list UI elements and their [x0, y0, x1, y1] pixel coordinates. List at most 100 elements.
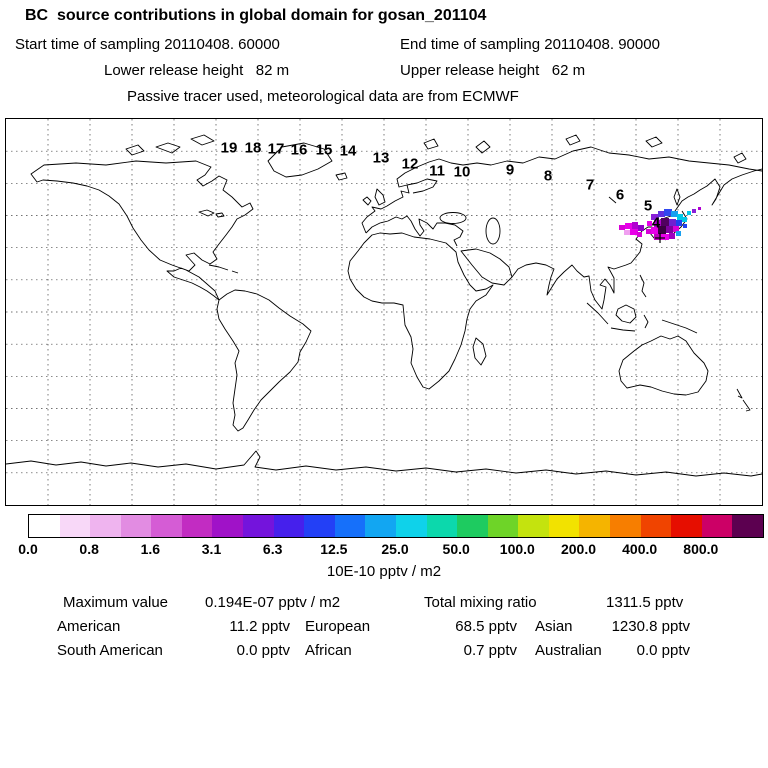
colorbar-tick-labels: 0.0 0.8 1.6 3.1 6.3 12.5 25.0 50.0 100.0 200.0 400… [18, 541, 762, 559]
day-marker-layer: 19 18 17 16 15 14 13 12 11 10 9 8 7 6 5 4 [6, 119, 762, 505]
plume-cell [661, 218, 669, 226]
day-marker: 10 [453, 163, 471, 181]
start-time-label: Start time of sampling 20110408. 60000 [15, 36, 280, 53]
plume-cell [664, 209, 672, 216]
end-time-label: End time of sampling 20110408. 90000 [400, 36, 660, 53]
region-australian-value: 0.0 pptv [636, 642, 690, 659]
plume-cell [661, 234, 669, 240]
region-south-american-value: 0.0 pptv [236, 642, 290, 659]
colorbar-cell [59, 515, 91, 537]
plume-cell [671, 211, 678, 217]
plume-cell [647, 221, 652, 226]
colorbar-cell [395, 515, 427, 537]
colorbar-cell [243, 515, 274, 537]
colorbar-cell [548, 515, 580, 537]
coast-sumatra [586, 302, 609, 325]
coast-new-zealand [736, 388, 751, 412]
colorbar-cell [151, 515, 182, 537]
day-marker: 13 [372, 149, 390, 167]
plume-cell [630, 229, 638, 235]
coast-asia [511, 168, 762, 310]
coast-britain [374, 188, 386, 206]
colorbar-cell [334, 515, 366, 537]
lake-baikal [608, 196, 617, 204]
figure-title: BC source contributions in global domain… [25, 7, 487, 24]
colorbar-cell [487, 515, 519, 537]
plume-cell [698, 207, 701, 210]
day-marker: 7 [585, 176, 595, 194]
coast-sakhalin [673, 188, 681, 206]
coast-africa [347, 232, 494, 390]
max-value: 0.194E-07 pptv / m2 [205, 594, 341, 611]
colorbar-tick-label: 6.3 [262, 541, 283, 557]
plume-cell [687, 211, 691, 215]
colorbar-cell [120, 515, 152, 537]
coast-north-america [30, 160, 254, 301]
colorbar-tick-label: 0.0 [18, 541, 38, 557]
region-european-value: 68.5 pptv [455, 618, 517, 635]
colorbar-tick-label: 3.1 [201, 541, 222, 557]
colorbar-cell [29, 515, 60, 537]
coast-philippines [639, 274, 647, 298]
plume-cell [673, 226, 679, 232]
day-marker: 19 [220, 139, 238, 157]
coast-ireland [362, 196, 372, 206]
plume-cell [666, 226, 673, 233]
coast-java [610, 327, 636, 332]
coast-iceland [335, 172, 348, 181]
coast-arctic-islands [125, 134, 747, 164]
coast-caribbean [208, 264, 239, 274]
caspian-sea [485, 217, 501, 245]
day-marker: 16 [290, 141, 308, 159]
plume-cell [658, 226, 666, 234]
total-mixing-value: 1311.5 pptv [606, 594, 684, 611]
colorbar-cell [181, 515, 213, 537]
lower-release-label: Lower release height 82 m [104, 62, 290, 79]
day-marker: 18 [244, 139, 262, 157]
colorbar-cell [640, 515, 672, 537]
colorbar-tick-label: 0.8 [79, 541, 99, 557]
colorbar-tick-label: 100.0 [499, 541, 535, 557]
day-marker: 17 [267, 140, 285, 158]
region-african-value: 0.7 pptv [463, 642, 517, 659]
coast-europe-arctic [361, 146, 762, 234]
receptor-cross [655, 233, 665, 243]
plume-cell [619, 225, 625, 230]
coast-antarctica [6, 450, 762, 477]
total-mixing-label: Total mixing ratio [424, 594, 537, 611]
plume-cell [624, 230, 630, 235]
region-african-label: African [305, 642, 352, 659]
great-lakes [198, 209, 225, 218]
world-map: 19 18 17 16 15 14 13 12 11 10 9 8 7 6 5 4 [5, 118, 763, 506]
plume-cell [632, 222, 638, 229]
colorbar-tick-label: 400.0 [622, 541, 658, 557]
day-marker: 15 [315, 141, 333, 159]
coast-australia [618, 335, 709, 396]
tracer-info-label: Passive tracer used, meteorological data… [127, 88, 519, 105]
coast-new-guinea [661, 319, 698, 334]
world-map-svg [6, 119, 762, 505]
day-marker: 14 [339, 142, 357, 160]
coastlines [6, 134, 762, 477]
coast-baltic [406, 178, 438, 194]
colorbar-cell [90, 515, 121, 537]
black-sea [439, 212, 467, 224]
colorbar-tick-label: 200.0 [560, 541, 597, 557]
colorbar-tick-label: 25.0 [381, 541, 409, 557]
region-asian-label: Asian [535, 618, 573, 635]
plume-cell [676, 231, 681, 236]
plume-overlay [619, 207, 701, 240]
coast-sulawesi [643, 314, 649, 329]
plume-cell [651, 214, 659, 220]
colorbar-unit-label: 10E-10 pptv / m2 [326, 563, 442, 580]
day-marker: 11 [429, 162, 445, 180]
plume-cell [676, 220, 682, 226]
region-european-label: European [305, 618, 371, 635]
region-south-american-label: South American [57, 642, 163, 659]
region-american-value: 11.2 pptv [229, 618, 290, 635]
plume-cell [683, 224, 687, 228]
colorbar-cell [609, 515, 641, 537]
region-australian-label: Australian [535, 642, 602, 659]
colorbar-cell [732, 515, 763, 537]
